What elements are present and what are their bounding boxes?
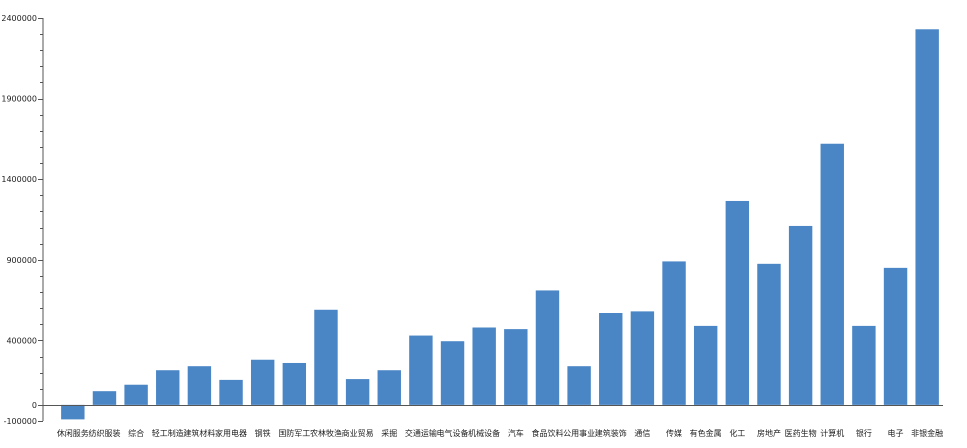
bar-16 <box>567 366 591 405</box>
x-tick-label: 家用电器 <box>215 428 247 438</box>
x-tick-label: 食品饮料 <box>531 428 563 438</box>
bars-group <box>61 29 939 420</box>
bar-5 <box>219 379 243 405</box>
x-tick-label: 化工 <box>729 428 745 438</box>
x-tick-label: 计算机 <box>820 428 844 438</box>
x-tick-label: 纺织服装 <box>88 428 120 438</box>
x-tick-label: 国防军工 <box>278 428 310 438</box>
x-tick-label: 农林牧渔 <box>310 428 342 438</box>
bar-1 <box>92 391 117 405</box>
x-tick-label: 电子 <box>888 428 904 438</box>
x-tick-label: 公用事业 <box>563 428 595 438</box>
y-axis-ticks: -100000 0 400000 900000 1400000 1900000 240000… <box>1 14 43 426</box>
x-tick-label: 机械设备 <box>468 428 500 438</box>
bar-26 <box>883 267 908 405</box>
x-tick-label: 医药生物 <box>785 428 817 438</box>
bar-23 <box>788 225 813 405</box>
bar-9 <box>345 379 370 405</box>
x-tick-label: 钢铁 <box>255 428 271 438</box>
bar-20 <box>693 325 718 405</box>
x-tick-label: 采掘 <box>381 428 397 438</box>
bar-15 <box>535 290 560 405</box>
bar-19 <box>662 261 686 405</box>
x-tick-label: 房地产 <box>757 428 781 438</box>
x-axis-labels: 休闲服务 纺织服装 综合 轻工制造 建筑材料 家用电器 钢铁 国防军工 农林牧渔 商业贸易 采掘 交通… <box>57 428 943 438</box>
y-tick-label: 1400000 <box>1 175 37 184</box>
x-tick-label: 非银金融 <box>911 428 943 438</box>
bar-13 <box>472 327 496 405</box>
x-tick-label: 商业贸易 <box>342 428 374 438</box>
x-tick-label: 有色金属 <box>690 428 722 438</box>
y-tick-label: -100000 <box>4 417 37 426</box>
x-tick-label: 轻工制造 <box>152 428 184 438</box>
bar-8 <box>314 309 338 405</box>
bar-3 <box>156 370 180 405</box>
bar-18 <box>630 311 655 405</box>
bar-14 <box>504 329 528 405</box>
x-tick-label: 建筑材料 <box>183 428 215 438</box>
bar-12 <box>440 341 465 405</box>
bar-10 <box>377 370 401 405</box>
y-axis: -100000 0 400000 900000 1400000 1900000 240000… <box>1 14 44 426</box>
bar-17 <box>599 313 623 405</box>
bar-6 <box>250 359 275 405</box>
bar-25 <box>852 325 876 405</box>
bar-27 <box>915 29 939 405</box>
y-tick-label: 1900000 <box>1 95 37 104</box>
x-tick-label: 建筑装饰 <box>595 428 627 438</box>
bar-24 <box>820 143 844 405</box>
bar-11 <box>409 335 433 405</box>
y-tick-label: 400000 <box>6 336 37 345</box>
x-tick-label: 银行 <box>856 428 872 438</box>
bar-21 <box>725 200 750 405</box>
bar-7 <box>282 362 307 405</box>
bar-4 <box>187 366 212 405</box>
bar-0 <box>61 404 85 420</box>
y-tick-label: 900000 <box>6 256 37 265</box>
y-tick-label: 0 <box>32 401 37 410</box>
x-tick-label: 传媒 <box>666 428 682 438</box>
x-tick-label: 电气设备 <box>437 428 469 438</box>
x-tick-label: 汽车 <box>508 428 524 438</box>
x-tick-label: 综合 <box>128 428 144 438</box>
x-tick-label: 休闲服务 <box>57 428 89 438</box>
y-tick-label: 2400000 <box>1 14 37 23</box>
x-tick-label: 通信 <box>634 428 650 438</box>
bar-2 <box>124 384 148 405</box>
x-tick-label: 交通运输 <box>405 428 437 438</box>
bar-22 <box>757 263 781 405</box>
